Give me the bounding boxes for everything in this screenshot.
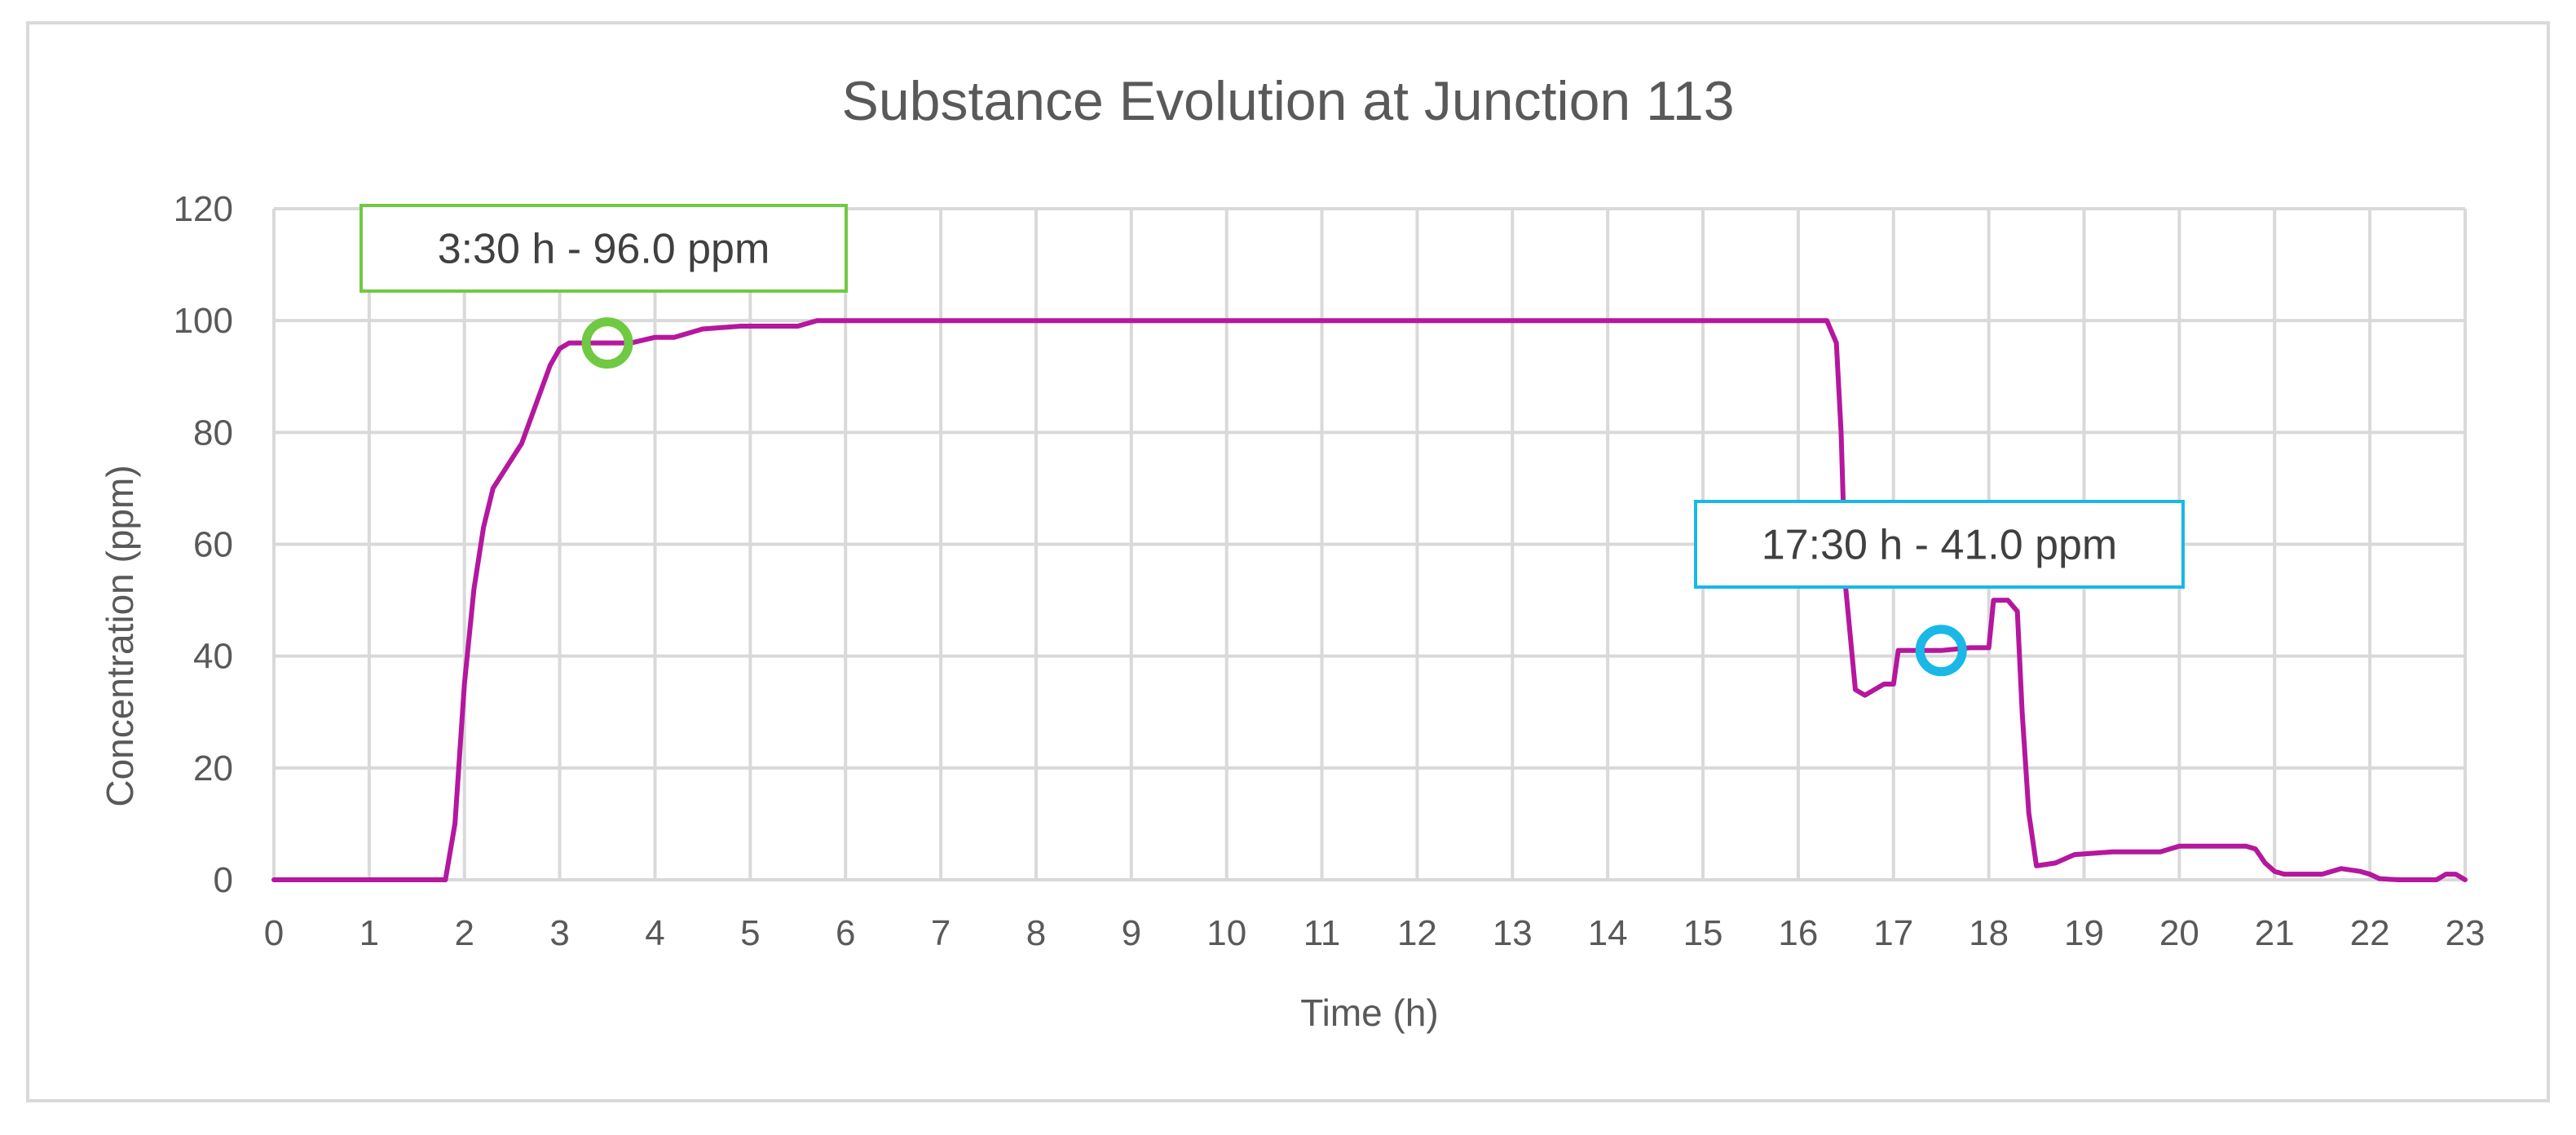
x-tick-label: 21 [2255, 913, 2295, 953]
y-tick-label: 20 [193, 749, 233, 788]
x-tick-label: 20 [2159, 913, 2199, 953]
x-axis-tick-labels: 0 1 2 3 4 5 6 7 8 9 10 11 12 13 14 15 16 17 18 19 20 21 22 23 [264, 913, 2486, 953]
x-tick-label: 8 [1026, 913, 1046, 953]
x-tick-label: 19 [2064, 913, 2104, 953]
y-tick-label: 100 [174, 301, 233, 341]
y-tick-label: 60 [193, 525, 233, 565]
x-tick-label: 0 [264, 913, 284, 953]
y-tick-label: 0 [214, 860, 233, 900]
annotation-marker-circle [1915, 625, 1967, 677]
x-tick-label: 13 [1493, 913, 1533, 953]
x-tick-label: 5 [740, 913, 760, 953]
x-tick-label: 6 [836, 913, 855, 953]
x-tick-label: 2 [454, 913, 474, 953]
x-tick-label: 9 [1122, 913, 1141, 953]
y-axis-title: Concentration (ppm) [99, 465, 141, 806]
y-tick-label: 120 [174, 189, 233, 229]
x-tick-label: 16 [1778, 913, 1818, 953]
x-tick-label: 4 [645, 913, 664, 953]
x-tick-label: 14 [1588, 913, 1628, 953]
annotation-callout-box [359, 204, 848, 293]
x-axis-title: Time (h) [1300, 991, 1439, 1034]
annotations: 3:30 h - 96.0 ppm 17:30 h - 41.0 ppm [359, 204, 2185, 677]
x-tick-label: 10 [1206, 913, 1246, 953]
x-tick-label: 17 [1873, 913, 1913, 953]
annotation-label: 3:30 h - 96.0 ppm [438, 226, 770, 273]
x-tick-label: 15 [1683, 913, 1723, 953]
x-tick-label: 1 [359, 913, 379, 953]
x-tick-label: 3 [549, 913, 569, 953]
x-tick-label: 18 [1969, 913, 2009, 953]
x-tick-label: 11 [1303, 913, 1341, 953]
x-tick-label: 7 [931, 913, 951, 953]
series-line [271, 318, 2468, 882]
annotation-callout-box [1694, 500, 2185, 589]
x-tick-label: 23 [2446, 913, 2486, 953]
x-tick-label: 22 [2350, 913, 2390, 953]
y-tick-label: 80 [193, 413, 233, 453]
x-tick-label: 12 [1397, 913, 1437, 953]
y-axis-tick-labels: 0 20 40 60 80 100 120 [174, 189, 233, 900]
annotation-label: 17:30 h - 41.0 ppm [1762, 522, 2118, 569]
annotation-marker-circle [581, 317, 633, 369]
series-layer [271, 318, 2468, 882]
chart-title: Substance Evolution at Junction 113 [841, 70, 1734, 132]
y-tick-label: 40 [193, 637, 233, 677]
